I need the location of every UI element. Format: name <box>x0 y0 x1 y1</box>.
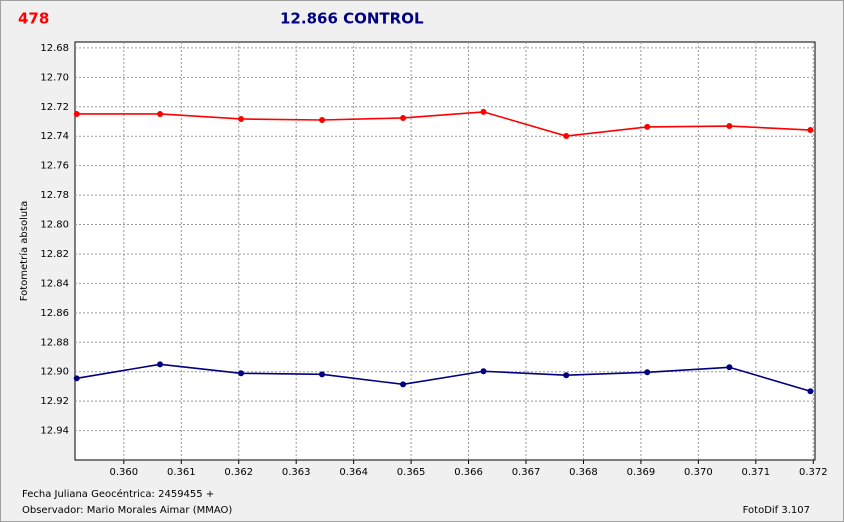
y-axis-label: Fotometría absoluta <box>18 201 30 302</box>
data-point <box>726 123 733 130</box>
x-tick-label: 0.365 <box>397 467 426 478</box>
x-tick-label: 0.362 <box>224 467 253 478</box>
plot-area <box>74 41 816 461</box>
data-point <box>319 371 326 378</box>
y-tick-label: 12.92 <box>40 396 69 407</box>
data-point <box>480 368 487 375</box>
y-tick-label: 12.90 <box>40 367 69 378</box>
x-tick-label: 0.367 <box>512 467 541 478</box>
data-point <box>238 115 245 122</box>
y-tick-label: 12.82 <box>40 249 69 260</box>
x-tick-label: 0.361 <box>167 467 196 478</box>
data-point <box>480 108 487 115</box>
data-point <box>400 381 407 388</box>
x-tick-label: 0.360 <box>110 467 139 478</box>
x-tick-label: 0.369 <box>627 467 656 478</box>
data-point <box>807 127 814 134</box>
data-point <box>319 117 326 124</box>
data-point <box>644 123 651 130</box>
footer-observer: Observador: Mario Morales Aimar (MMAO) <box>22 505 232 516</box>
y-tick-label: 12.78 <box>40 190 69 201</box>
y-tick-label: 12.80 <box>40 220 69 231</box>
data-point <box>807 388 814 395</box>
y-tick-label: 12.76 <box>40 161 69 172</box>
data-point <box>563 133 570 140</box>
series-line <box>76 363 811 393</box>
data-point <box>157 110 164 117</box>
footer-software: FotoDif 3.107 <box>743 505 810 516</box>
chart-title: 12.866 CONTROL <box>280 10 424 28</box>
y-tick-label: 12.88 <box>40 337 69 348</box>
data-point <box>400 114 407 121</box>
data-point <box>157 361 164 368</box>
x-tick-label: 0.371 <box>742 467 771 478</box>
y-tick-label: 12.84 <box>40 278 69 289</box>
x-tick-label: 0.364 <box>339 467 368 478</box>
y-tick-label: 12.74 <box>40 131 69 142</box>
x-tick-label: 0.372 <box>799 467 828 478</box>
x-tick-label: 0.366 <box>454 467 483 478</box>
x-tick-label: 0.368 <box>569 467 598 478</box>
data-point <box>563 372 570 379</box>
y-tick-label: 12.68 <box>40 43 69 54</box>
data-point <box>238 370 245 377</box>
data-point <box>73 375 80 382</box>
star-label: 478 <box>18 10 49 28</box>
y-tick-label: 12.72 <box>40 102 69 113</box>
series-line <box>76 111 811 137</box>
y-tick-label: 12.94 <box>40 426 69 437</box>
footer-date: Fecha Juliana Geocéntrica: 2459455 + <box>22 488 214 500</box>
y-tick-label: 12.86 <box>40 308 69 319</box>
data-point <box>644 369 651 376</box>
data-point <box>726 364 733 371</box>
x-tick-label: 0.363 <box>282 467 311 478</box>
data-point <box>73 110 80 117</box>
x-tick-label: 0.370 <box>684 467 713 478</box>
y-tick-label: 12.70 <box>40 72 69 83</box>
